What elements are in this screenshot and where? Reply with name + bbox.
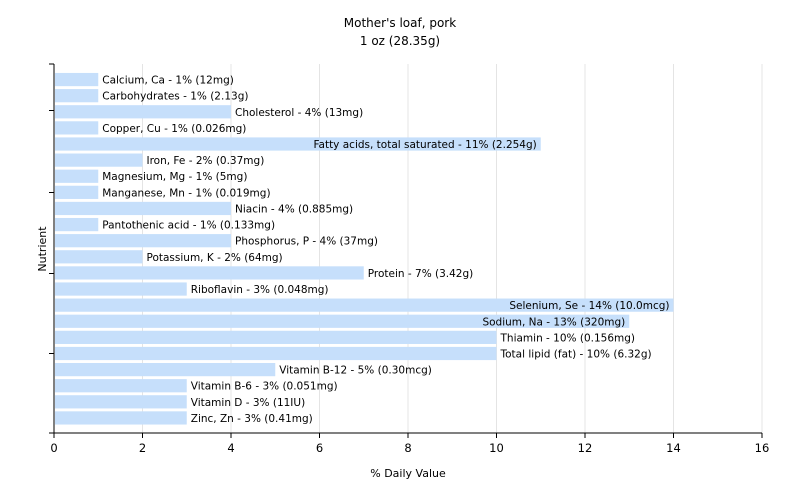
x-tick-label: 10 — [489, 441, 504, 455]
bar-label: Protein - 7% (3.42g) — [368, 268, 474, 280]
bar — [55, 89, 99, 103]
x-tick-label: 14 — [666, 441, 681, 455]
bar-label: Niacin - 4% (0.885mg) — [235, 203, 353, 215]
bar-label: Total lipid (fat) - 10% (6.32g) — [500, 348, 652, 360]
grid — [142, 64, 763, 433]
bar-label: Manganese, Mn - 1% (0.019mg) — [102, 187, 270, 199]
bar — [55, 105, 231, 119]
bar-label: Calcium, Ca - 1% (12mg) — [102, 75, 234, 87]
bar-label: Riboflavin - 3% (0.048mg) — [191, 284, 329, 296]
bar — [55, 121, 99, 135]
bar-label: Copper, Cu - 1% (0.026mg) — [102, 123, 246, 135]
bar — [55, 137, 541, 151]
bar — [55, 72, 99, 87]
bar — [55, 298, 674, 312]
x-tick-label: 2 — [139, 441, 146, 455]
bar — [55, 234, 231, 248]
x-tick-label: 0 — [50, 441, 57, 455]
bar — [55, 282, 187, 296]
bar — [55, 201, 231, 216]
bar-label: Phosphorus, P - 4% (37mg) — [235, 236, 378, 248]
bar — [55, 362, 276, 377]
x-tick-label: 4 — [227, 441, 234, 455]
chart-title: Mother's loaf, pork — [344, 16, 456, 30]
bar-label: Vitamin B-6 - 3% (0.051mg) — [191, 381, 338, 393]
bar — [55, 395, 187, 409]
bar — [55, 250, 143, 264]
bar — [55, 266, 364, 280]
bar-label: Zinc, Zn - 3% (0.41mg) — [191, 413, 313, 425]
x-axis-title: % Daily Value — [370, 467, 446, 480]
bar-label: Vitamin B-12 - 5% (0.30mcg) — [279, 365, 432, 377]
bar-label: Magnesium, Mg - 1% (5mg) — [102, 171, 247, 183]
x-tick-label: 12 — [578, 441, 593, 455]
bar-label: Sodium, Na - 13% (320mg) — [482, 316, 625, 328]
bar — [55, 169, 99, 183]
bar — [55, 185, 99, 199]
bar-label: Pantothenic acid - 1% (0.133mg) — [102, 220, 275, 232]
x-tick-label: 8 — [404, 441, 411, 455]
bar-label: Vitamin D - 3% (11IU) — [191, 397, 305, 409]
bar-label: Thiamin - 10% (0.156mg) — [500, 332, 636, 344]
bars: Calcium, Ca - 1% (12mg) Carbohydrates - 1… — [55, 72, 674, 425]
bar-label: Carbohydrates - 1% (2.13g) — [102, 91, 248, 103]
bar-label: Potassium, K - 2% (64mg) — [147, 252, 283, 264]
chart-subtitle: 1 oz (28.35g) — [360, 34, 440, 48]
bar — [55, 330, 497, 344]
axes: 0 2 4 6 8 10 12 14 16 — [49, 63, 770, 455]
bar-label: Iron, Fe - 2% (0.37mg) — [147, 155, 265, 167]
bar — [55, 217, 99, 232]
bar-label: Selenium, Se - 14% (10.0mcg) — [509, 300, 669, 312]
bar-label: Fatty acids, total saturated - 11% (2.25… — [313, 139, 536, 151]
y-axis-title: Nutrient — [36, 226, 49, 272]
x-tick-label: 6 — [316, 441, 323, 455]
bar — [55, 411, 187, 425]
bar — [55, 346, 497, 361]
bar — [55, 314, 630, 328]
bar — [55, 153, 143, 167]
bar-label: Cholesterol - 4% (13mg) — [235, 107, 363, 119]
x-tick-label: 16 — [755, 441, 770, 455]
bar — [55, 379, 187, 393]
